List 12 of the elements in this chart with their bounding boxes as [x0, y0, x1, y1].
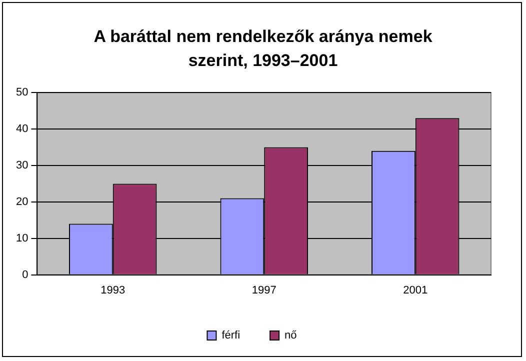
legend-label: férfi — [222, 330, 240, 342]
y-tick-label: 10 — [16, 232, 28, 244]
y-tick-label: 0 — [22, 268, 28, 281]
x-tick-label: 1997 — [252, 284, 276, 296]
x-tick-label: 1993 — [100, 284, 126, 296]
x-tick-label: 2001 — [403, 284, 428, 296]
y-tick-label: 50 — [16, 86, 28, 99]
y-tick-label: 40 — [16, 123, 28, 136]
legend-label: nő — [284, 330, 297, 342]
y-tick-label: 30 — [16, 160, 28, 172]
chart-title: A baráttal nem rendelkezők aránya nemek szerint, 1993–2001 — [92, 26, 434, 72]
y-tick-label: 20 — [16, 196, 28, 208]
